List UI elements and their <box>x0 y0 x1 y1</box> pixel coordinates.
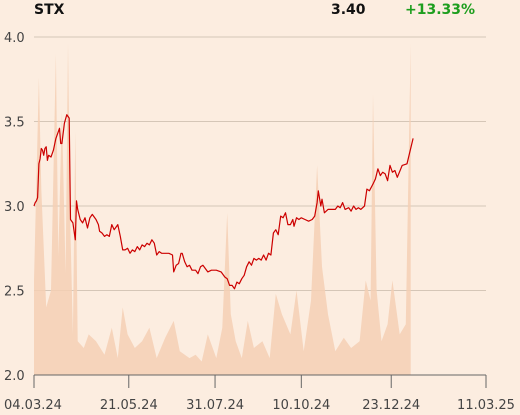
y-tick-label: 4.0 <box>4 31 25 46</box>
price-line <box>33 114 414 290</box>
y-tick-label: 3.0 <box>4 200 25 215</box>
grid-lines <box>34 36 486 291</box>
y-tick-label: 2.0 <box>4 369 25 384</box>
last-price: 3.40 <box>331 2 366 18</box>
y-tick-label: 3.5 <box>4 116 25 131</box>
x-tick-label: 04.03.24 <box>4 398 62 413</box>
price-change-percent: +13.33% <box>405 2 476 18</box>
price-series <box>33 114 414 290</box>
x-tick-label: 23.12.24 <box>362 398 420 413</box>
y-tick-label: 2.5 <box>4 285 25 300</box>
volume-area <box>34 43 411 376</box>
x-tick-label: 11.03.25 <box>457 398 515 413</box>
ticker-symbol: STX <box>34 2 65 18</box>
x-tick-label: 31.07.24 <box>186 398 244 413</box>
volume-area-fill <box>34 43 411 376</box>
x-tick-label: 21.05.24 <box>100 398 158 413</box>
x-tick-label: 10.10.24 <box>272 398 330 413</box>
axes: 4.0 3.5 3.0 2.5 2.0 04.03.24 21.05.24 31.07.24 1… <box>4 31 515 413</box>
